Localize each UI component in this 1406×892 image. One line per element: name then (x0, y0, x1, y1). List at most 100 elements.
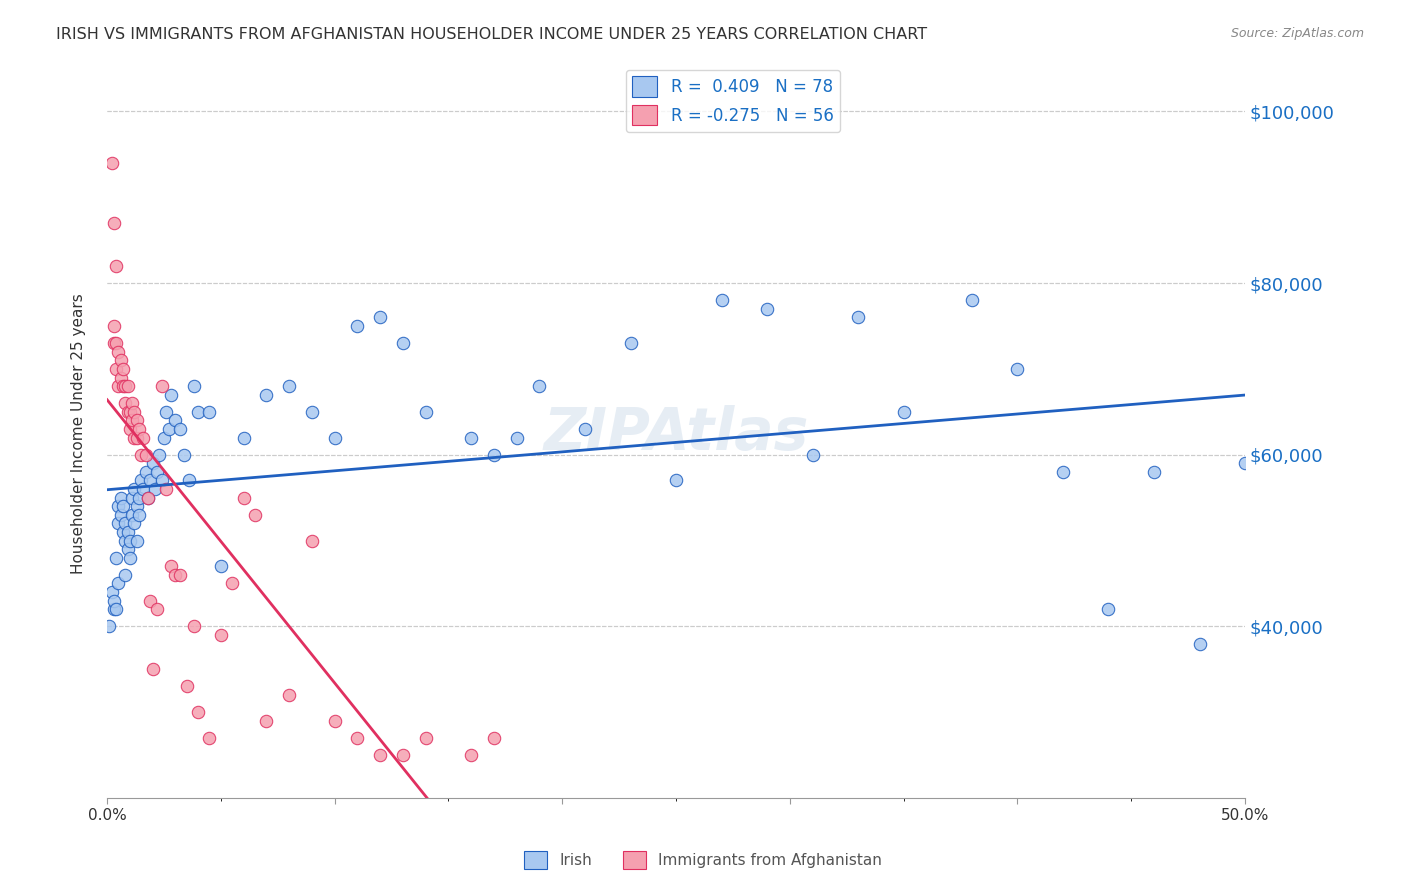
Y-axis label: Householder Income Under 25 years: Householder Income Under 25 years (72, 293, 86, 574)
Point (165, 568, 187, 582)
Point (415, 731, 437, 745)
Point (187, 405, 209, 419)
Point (198, 405, 221, 419)
Point (1052, 465, 1074, 479)
Point (346, 318, 368, 333)
Point (129, 448, 152, 462)
Point (128, 508, 150, 522)
Point (118, 422, 141, 436)
Point (103, 216, 125, 230)
Point (114, 516, 136, 531)
Point (801, 448, 824, 462)
Point (346, 731, 368, 745)
Point (111, 500, 134, 514)
Point (155, 482, 177, 496)
Point (136, 491, 159, 505)
Point (209, 628, 232, 642)
Point (105, 336, 128, 351)
Point (118, 550, 141, 565)
Point (103, 602, 125, 616)
Point (143, 482, 166, 496)
Point (105, 362, 128, 376)
Point (392, 336, 415, 351)
Point (198, 731, 221, 745)
Point (159, 559, 181, 574)
Point (150, 379, 173, 393)
Point (183, 619, 205, 633)
Point (103, 336, 125, 351)
Point (254, 714, 277, 728)
Point (125, 500, 148, 514)
Point (301, 405, 323, 419)
Point (482, 731, 505, 745)
Point (1188, 636, 1211, 650)
Point (159, 387, 181, 401)
Point (323, 431, 346, 445)
Point (125, 431, 148, 445)
Point (103, 318, 125, 333)
Point (278, 688, 301, 702)
Point (506, 431, 529, 445)
Point (105, 259, 128, 273)
Point (368, 748, 391, 763)
Point (121, 396, 143, 410)
Point (460, 431, 482, 445)
Point (114, 568, 136, 582)
Point (142, 456, 165, 470)
Point (98, 619, 121, 633)
Point (157, 422, 180, 436)
Point (183, 379, 205, 393)
Text: IRISH VS IMMIGRANTS FROM AFGHANISTAN HOUSEHOLDER INCOME UNDER 25 YEARS CORRELATI: IRISH VS IMMIGRANTS FROM AFGHANISTAN HOU… (56, 27, 928, 42)
Point (135, 465, 157, 479)
Point (139, 474, 162, 488)
Point (125, 533, 148, 548)
Point (128, 422, 150, 436)
Point (121, 508, 143, 522)
Point (107, 516, 129, 531)
Point (110, 508, 132, 522)
Point (117, 524, 139, 539)
Point (155, 405, 177, 419)
Point (124, 482, 146, 496)
Point (392, 748, 415, 763)
Point (232, 491, 254, 505)
Point (118, 533, 141, 548)
Point (169, 422, 191, 436)
Point (177, 474, 200, 488)
Point (243, 508, 266, 522)
Point (100, 156, 122, 170)
Point (169, 568, 191, 582)
Point (124, 431, 146, 445)
Point (1234, 456, 1257, 470)
Point (135, 448, 157, 462)
Point (1143, 465, 1166, 479)
Point (107, 576, 129, 591)
Point (125, 413, 148, 427)
Point (111, 524, 134, 539)
Point (710, 293, 733, 308)
Point (960, 293, 983, 308)
Point (146, 602, 169, 616)
Point (460, 748, 482, 763)
Legend: Irish, Immigrants from Afghanistan: Irish, Immigrants from Afghanistan (519, 845, 887, 875)
Point (118, 405, 141, 419)
Point (368, 310, 391, 325)
Point (150, 474, 173, 488)
Point (142, 662, 165, 676)
Point (1097, 602, 1119, 616)
Point (100, 585, 122, 599)
Point (117, 542, 139, 557)
Point (173, 448, 195, 462)
Point (110, 491, 132, 505)
Point (111, 362, 134, 376)
Point (105, 550, 128, 565)
Point (103, 593, 125, 607)
Point (124, 516, 146, 531)
Point (665, 474, 688, 488)
Point (114, 396, 136, 410)
Point (139, 593, 162, 607)
Point (146, 465, 169, 479)
Point (846, 310, 869, 325)
Point (278, 379, 301, 393)
Point (117, 405, 139, 419)
